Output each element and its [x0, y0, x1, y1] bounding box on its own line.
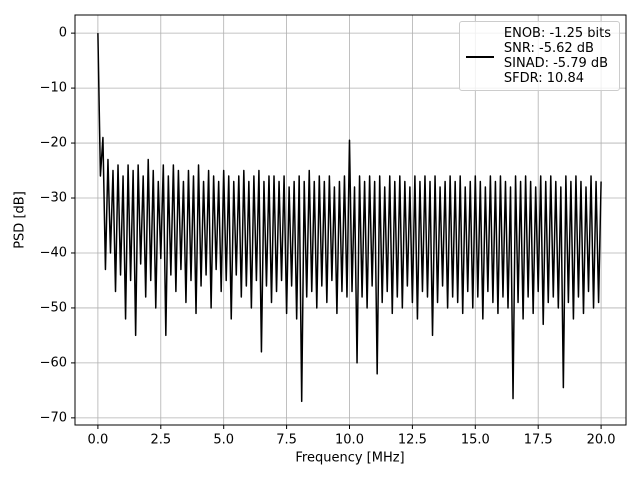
x-tick-label: 15.0	[461, 433, 490, 448]
y-tick-label: −70	[40, 410, 67, 425]
y-tick-label: −30	[40, 191, 67, 206]
legend-swatch	[465, 56, 494, 58]
y-tick-label: −60	[40, 355, 67, 370]
y-tick-label: −20	[40, 136, 67, 151]
x-tick-label: 20.0	[587, 433, 616, 448]
legend: ENOB: -1.25 bits SNR: -5.62 dB SINAD: -5…	[458, 21, 620, 91]
x-tick-label: 2.5	[150, 433, 171, 448]
y-tick-label: 0	[59, 26, 67, 41]
y-axis-label: PSD [dB]	[13, 191, 28, 249]
x-tick-label: 0.0	[88, 433, 109, 448]
x-tick-label: 10.0	[335, 433, 364, 448]
x-tick-label: 5.0	[213, 433, 234, 448]
x-tick-label: 7.5	[276, 433, 297, 448]
y-tick-label: −50	[40, 300, 67, 315]
legend-label: ENOB: -1.25 bits SNR: -5.62 dB SINAD: -5…	[503, 26, 611, 86]
x-tick-label: 12.5	[398, 433, 427, 448]
y-tick-label: −10	[40, 81, 67, 96]
x-axis-label: Frequency [MHz]	[295, 451, 404, 466]
y-tick-label: −40	[40, 245, 67, 260]
x-tick-label: 17.5	[524, 433, 553, 448]
plot-frame	[74, 14, 627, 426]
psd-line	[97, 33, 602, 403]
